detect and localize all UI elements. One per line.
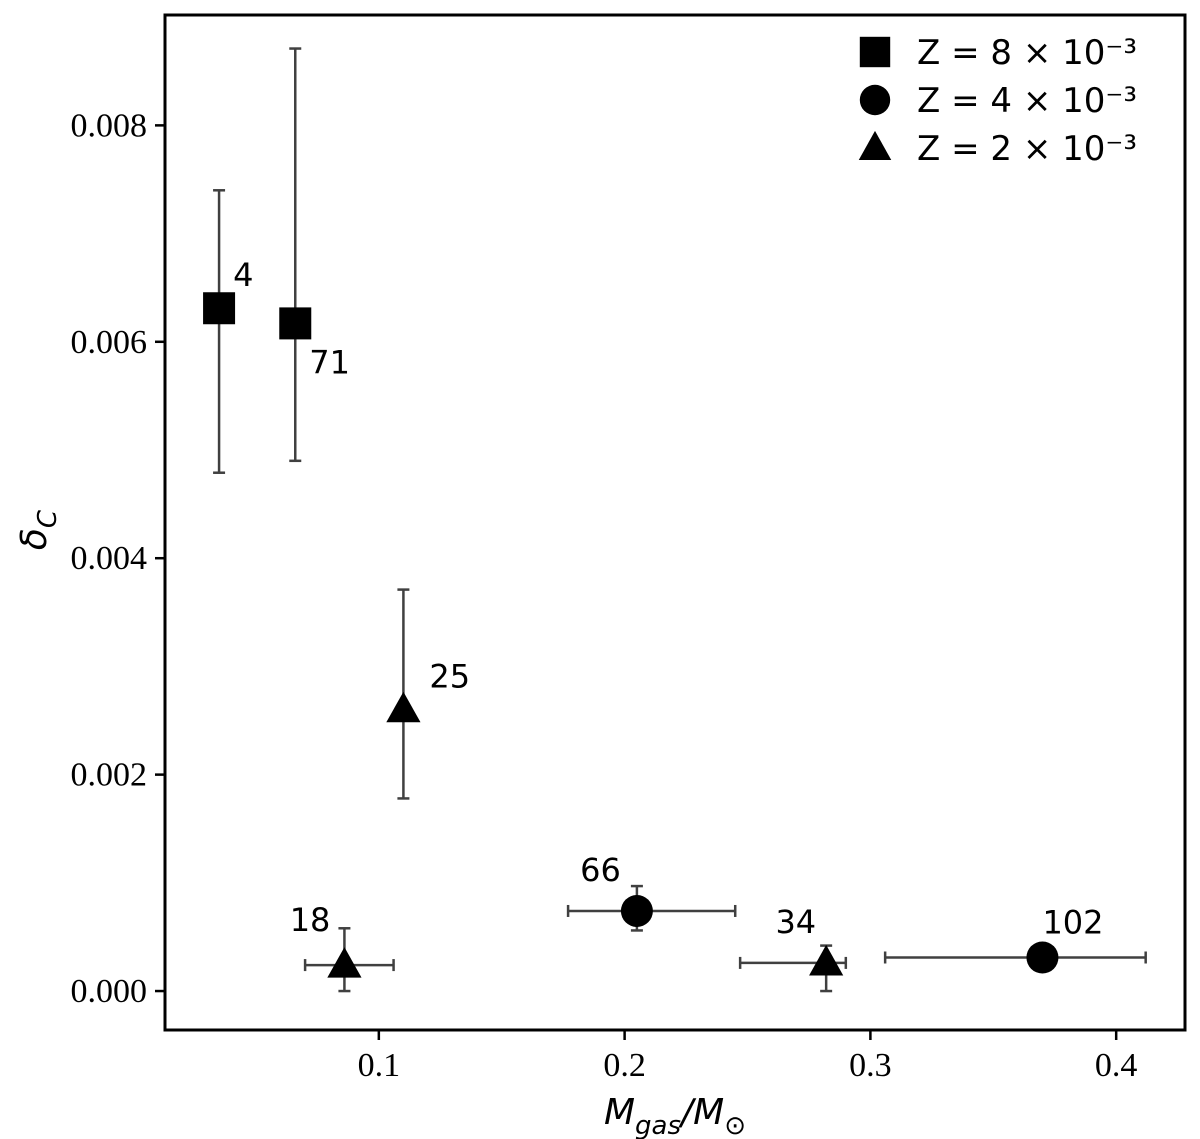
point-label: 71	[309, 343, 350, 381]
point-label: 4	[233, 256, 253, 294]
x-tick-label: 0.3	[849, 1047, 892, 1084]
legend-label: Z = 2 × 10⁻³	[917, 129, 1137, 169]
point-label: 25	[429, 658, 470, 696]
plot-layer: 4 71 66 102 25 18 34	[203, 47, 1147, 993]
x-tick-label: 0.1	[358, 1047, 401, 1084]
series-circle: 66 102	[566, 851, 1147, 974]
point-label: 66	[580, 851, 621, 889]
point-label: 18	[290, 901, 331, 939]
legend: Z = 8 × 10⁻³ Z = 4 × 10⁻³ Z = 2 × 10⁻³	[858, 33, 1137, 169]
x-axis-label: Mgas/M⊙	[604, 1092, 746, 1139]
point-label: 102	[1042, 904, 1103, 942]
data-point-triangle	[327, 947, 362, 978]
legend-marker-circle	[859, 84, 891, 116]
y-axis-label: δC	[14, 509, 63, 550]
y-tick-label: 0.006	[71, 324, 148, 361]
legend-label: Z = 4 × 10⁻³	[917, 81, 1137, 121]
legend-label: Z = 8 × 10⁻³	[917, 33, 1137, 73]
data-point-square	[279, 307, 312, 340]
data-point-square	[203, 292, 236, 325]
data-point-circle	[1026, 941, 1059, 974]
series-square: 4 71	[203, 47, 350, 474]
legend-marker-triangle	[858, 130, 892, 160]
data-point-triangle	[809, 944, 844, 976]
plot-frame	[163, 13, 1187, 1032]
point-label: 34	[775, 903, 816, 941]
y-tick-label: 0.004	[71, 540, 148, 577]
x-tick-label: 0.2	[603, 1047, 646, 1084]
y-tick-label: 0.002	[71, 757, 148, 794]
y-tick-label: 0.000	[71, 973, 148, 1010]
y-tick-label: 0.008	[71, 107, 148, 144]
series-triangle: 25 18 34	[290, 588, 848, 993]
ticks-layer: 0.1 0.2 0.3 0.4 0.000 0.002 0.004 0.006 0.008	[71, 107, 1138, 1084]
legend-marker-square	[859, 36, 891, 68]
x-tick-label: 0.4	[1095, 1047, 1138, 1084]
data-point-circle	[620, 894, 653, 927]
data-point-triangle	[386, 691, 421, 723]
